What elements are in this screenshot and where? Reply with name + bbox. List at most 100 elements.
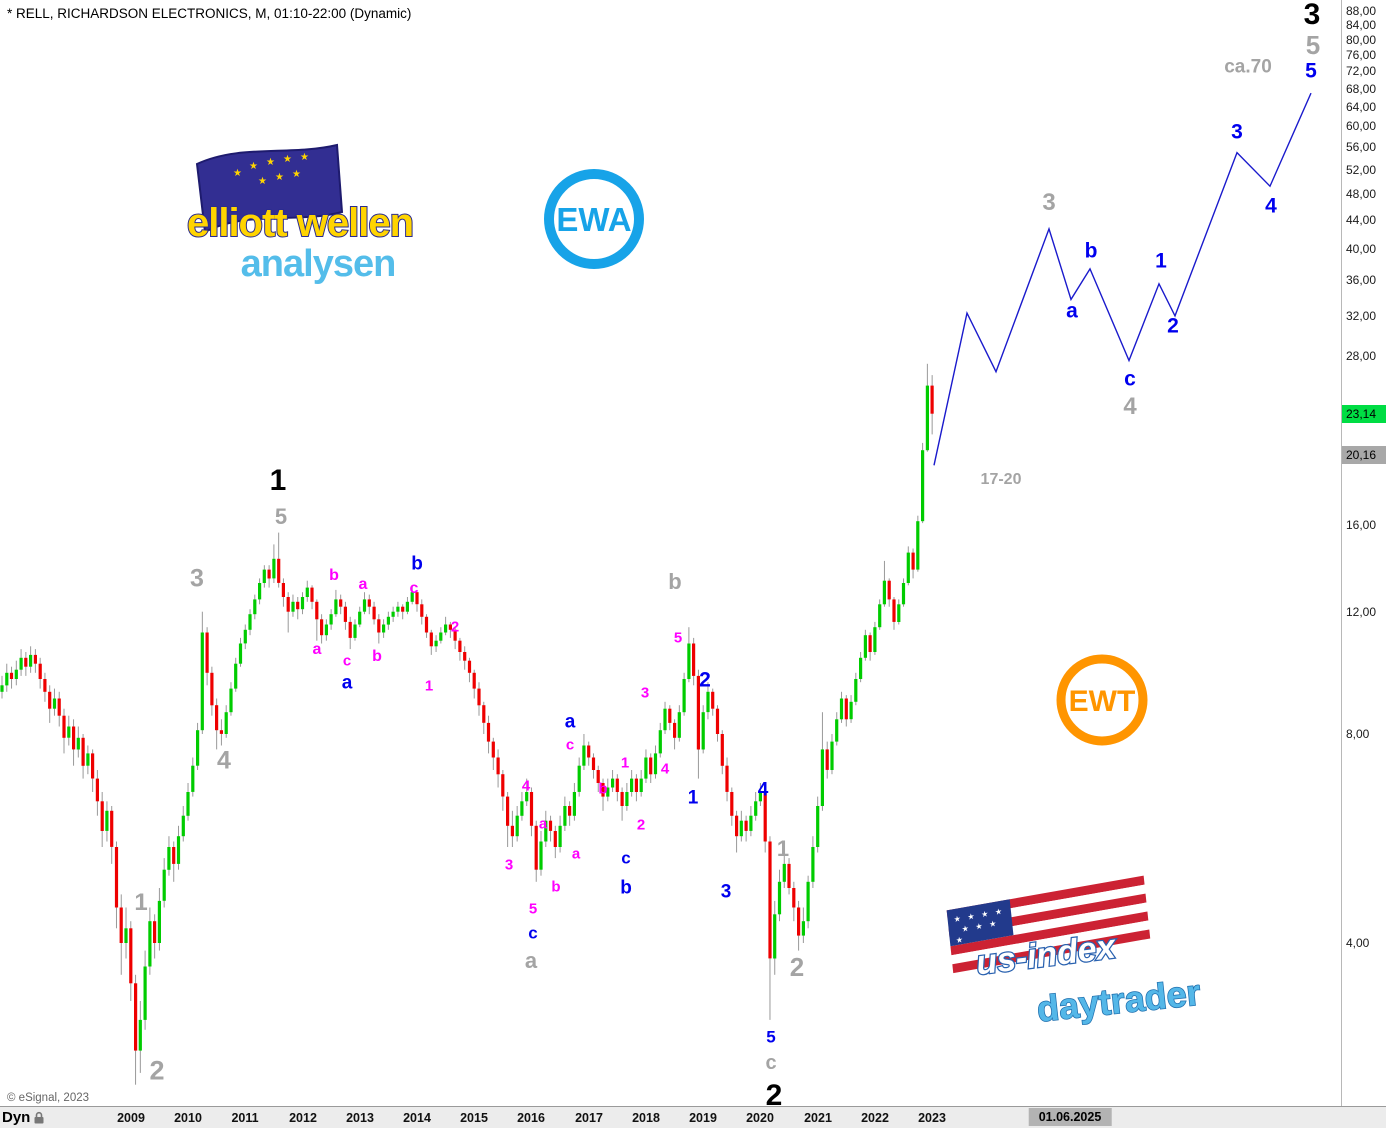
year-label: 2023 <box>918 1111 946 1125</box>
candle <box>262 565 266 588</box>
price-axis-label: 72,00 <box>1346 64 1377 78</box>
price-axis-label: 8,00 <box>1346 727 1370 741</box>
candle <box>548 815 553 842</box>
candle <box>153 914 157 959</box>
candle <box>539 831 543 876</box>
candle <box>415 589 419 612</box>
candle <box>148 907 152 975</box>
candle <box>868 632 872 661</box>
candle <box>916 515 920 572</box>
copyright-text: © eSignal, 2023 <box>7 1092 90 1104</box>
candle <box>138 1001 142 1073</box>
candle <box>324 619 328 641</box>
candle <box>200 611 204 734</box>
candle <box>887 578 891 607</box>
candle <box>715 705 720 742</box>
lock-icon <box>34 1111 44 1123</box>
candle <box>587 741 591 766</box>
candle <box>391 606 395 622</box>
candle <box>677 705 681 742</box>
candle <box>267 565 271 588</box>
candle <box>615 774 619 802</box>
candle <box>463 646 467 670</box>
candle <box>205 627 209 686</box>
candle <box>424 614 429 638</box>
candle <box>510 810 514 847</box>
cursor-date: 01.06.2025 <box>1028 1108 1112 1126</box>
candle <box>238 637 243 667</box>
candle <box>196 722 200 770</box>
candle <box>692 637 696 686</box>
candle <box>467 657 472 683</box>
candle <box>668 705 672 731</box>
candle <box>630 770 634 797</box>
candle <box>429 629 433 655</box>
price-axis-label: 48,00 <box>1346 187 1377 201</box>
candle <box>696 669 700 779</box>
candle <box>725 757 729 802</box>
price-axis[interactable]: 88,00 84,00 80,00 76,00 72,00 68,00 64,00 60,00… <box>1341 0 1386 1106</box>
year-label: 2014 <box>403 1111 431 1125</box>
price-axis-label: 52,00 <box>1346 163 1377 177</box>
candle <box>835 712 839 746</box>
candle <box>243 624 247 650</box>
year-label: 2020 <box>746 1111 774 1125</box>
candle <box>386 611 390 630</box>
candle <box>768 836 772 1020</box>
candle <box>749 806 753 837</box>
candle <box>777 869 782 922</box>
candle <box>534 820 538 882</box>
candle <box>873 621 877 655</box>
candlestick-chart[interactable] <box>0 0 1341 1106</box>
candle <box>658 722 662 758</box>
candle <box>348 616 352 650</box>
candle <box>448 621 452 638</box>
candle <box>792 881 796 922</box>
candle <box>181 806 185 842</box>
candle <box>711 688 715 716</box>
candle <box>520 792 524 821</box>
candle <box>563 796 567 831</box>
price-axis-label: 40,00 <box>1346 242 1377 256</box>
candle <box>19 649 23 676</box>
candle <box>377 614 381 644</box>
candle <box>300 592 305 615</box>
price-level-badge: 20,16 <box>1342 446 1386 464</box>
candle <box>453 627 457 650</box>
candle <box>57 691 61 727</box>
candle <box>434 635 438 652</box>
year-label: 2015 <box>460 1111 488 1125</box>
candle <box>739 810 743 842</box>
candle <box>291 594 295 617</box>
candle <box>382 619 386 638</box>
year-label: 2018 <box>632 1111 660 1125</box>
candle <box>33 649 37 673</box>
candle <box>754 792 758 821</box>
candle <box>644 749 648 783</box>
candle <box>91 749 95 792</box>
candle <box>506 792 510 847</box>
candle <box>816 796 820 853</box>
candle <box>482 701 486 734</box>
candle <box>553 825 557 859</box>
candle <box>787 858 791 895</box>
candle <box>797 900 801 951</box>
price-axis-label: 76,00 <box>1346 48 1377 62</box>
year-label: 2012 <box>289 1111 317 1125</box>
candle <box>701 705 705 754</box>
candle <box>296 597 300 620</box>
candle <box>9 666 14 689</box>
candle <box>673 719 677 750</box>
candle <box>72 719 76 766</box>
candle <box>687 627 691 683</box>
candle <box>544 810 548 847</box>
candle <box>134 974 138 1085</box>
candle <box>110 806 114 864</box>
time-axis[interactable]: 01.06.2025 2009 2010 2011 2012 2013 2014 2015 2… <box>0 1106 1386 1128</box>
candle <box>124 907 128 959</box>
template-mode[interactable]: Dyn <box>2 1109 45 1126</box>
candle <box>372 601 376 625</box>
price-axis-label: 4,00 <box>1346 936 1370 950</box>
price-axis-label: 12,00 <box>1346 605 1377 619</box>
candle <box>634 774 638 802</box>
